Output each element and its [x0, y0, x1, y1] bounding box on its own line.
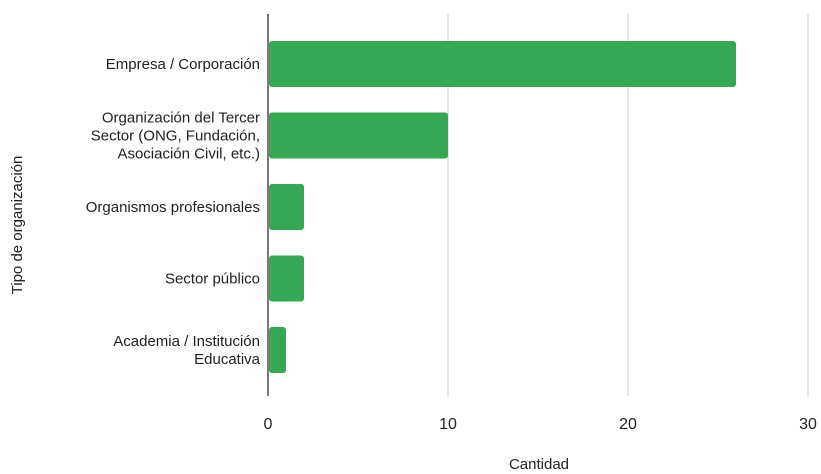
bar: [269, 255, 304, 302]
x-tick-label: 30: [799, 416, 817, 433]
bar: [269, 41, 736, 87]
category-label-line: Empresa / Corporación: [106, 56, 260, 73]
x-axis-title: Cantidad: [509, 456, 569, 473]
y-axis-title: Tipo de organización: [9, 156, 26, 295]
category-label-line: Asociación Civil, etc.): [117, 146, 260, 163]
category-labels: Empresa / Corporación Organización del Te…: [86, 56, 261, 368]
bar: [269, 184, 304, 230]
category-label-line: Academia / Institución: [113, 333, 260, 350]
category-label-line: Organización del Tercer: [102, 110, 260, 127]
category-label: Sector público: [165, 271, 260, 288]
category-label: Organismos profesionales: [86, 199, 260, 216]
x-tick-labels: 0 10 20 30: [264, 416, 817, 433]
category-label-line: Sector público: [165, 271, 260, 288]
x-tick-label: 20: [619, 416, 637, 433]
category-label: Empresa / Corporación: [106, 56, 260, 73]
category-label-line: Organismos profesionales: [86, 199, 260, 216]
bar: [269, 112, 448, 159]
category-label-line: Sector (ONG, Fundación,: [91, 128, 260, 145]
x-tick-label: 0: [264, 416, 273, 433]
bar: [269, 327, 286, 373]
category-label-line: Educativa: [194, 351, 261, 368]
bars: [269, 41, 736, 373]
category-label: Academia / Institución Educativa: [113, 333, 260, 368]
category-label: Organización del Tercer Sector (ONG, Fund…: [91, 110, 260, 163]
x-tick-label: 10: [439, 416, 457, 433]
